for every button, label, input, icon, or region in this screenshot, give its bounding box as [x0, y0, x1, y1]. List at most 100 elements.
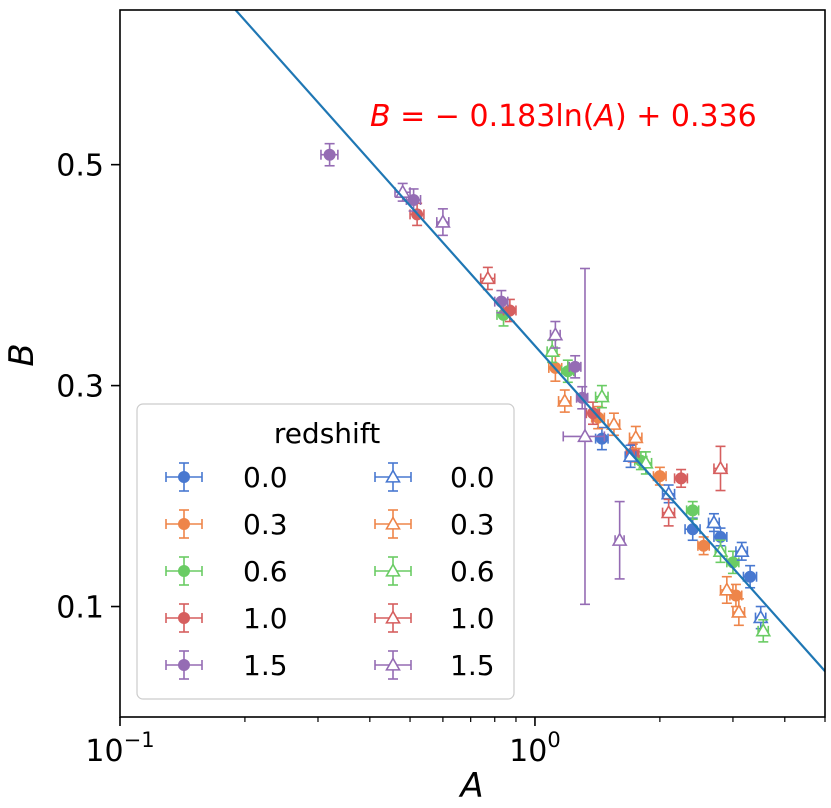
marker — [733, 543, 750, 557]
legend-marker — [178, 518, 190, 530]
marker — [718, 581, 735, 596]
legend-label: 1.5 — [243, 649, 288, 682]
marker — [686, 504, 699, 517]
series-1 — [548, 353, 743, 608]
x-axis-label: A — [458, 766, 483, 806]
legend-marker — [385, 609, 401, 624]
marker — [712, 460, 729, 475]
marker — [744, 570, 757, 583]
marker — [660, 504, 677, 519]
annotation-equation: B = − 0.183ln(A) + 0.336 — [370, 99, 757, 134]
marker — [675, 472, 688, 485]
marker — [697, 539, 710, 552]
legend: redshift 0.0 0.3 0.6 1.0 1.5 0.0 0.3 0.6 1.0 1.5 — [136, 403, 515, 700]
marker — [407, 194, 420, 207]
data-point — [652, 466, 667, 486]
legend-label: 1.0 — [450, 602, 495, 635]
data-point — [479, 266, 496, 291]
y-axis-label: B — [2, 343, 42, 366]
marker — [706, 514, 722, 529]
marker — [577, 428, 593, 443]
data-point — [730, 597, 747, 627]
legend-entry: 0.0 — [374, 461, 495, 494]
plot-frame — [119, 9, 826, 718]
series-8 — [479, 266, 729, 527]
legend-marker — [385, 562, 401, 577]
legend-marker — [178, 659, 190, 671]
legend-label: 1.0 — [243, 602, 288, 635]
legend-marker — [385, 515, 401, 530]
marker — [323, 148, 336, 161]
data-point — [673, 468, 689, 489]
data-point — [547, 320, 564, 349]
legend-entry: 0.6 — [165, 555, 288, 588]
marker — [606, 416, 622, 430]
legend-label: 0.3 — [450, 508, 495, 541]
data-point — [742, 564, 758, 589]
data-point — [594, 384, 610, 409]
legend-label: 0.0 — [450, 461, 495, 494]
marker — [587, 407, 600, 420]
series-6 — [556, 389, 747, 627]
data-point — [435, 208, 451, 237]
legend-label: 1.5 — [450, 649, 495, 682]
legend-label: 0.0 — [243, 461, 288, 494]
legend-marker — [178, 471, 190, 483]
legend-entry: 0.3 — [374, 508, 495, 541]
marker — [435, 213, 451, 228]
legend-marker — [178, 612, 190, 624]
data-point — [405, 188, 422, 212]
data-point — [585, 401, 601, 426]
fit-line — [234, 10, 825, 673]
legend-label: 0.6 — [243, 555, 288, 588]
legend-label: 0.6 — [450, 555, 495, 588]
marker — [627, 429, 644, 444]
marker — [547, 326, 564, 341]
series-0 — [594, 426, 758, 589]
y-tick-label: 0.1 — [56, 591, 104, 626]
marker — [569, 360, 582, 373]
legend-title: redshift — [274, 417, 380, 450]
data-point — [556, 389, 573, 413]
data-point — [685, 500, 700, 521]
series-7 — [544, 339, 772, 643]
data-points — [320, 142, 772, 643]
data-point — [562, 267, 606, 606]
data-point — [660, 498, 677, 527]
data-point — [755, 618, 772, 643]
legend-label: 0.3 — [243, 508, 288, 541]
marker — [611, 532, 628, 546]
legend-entry: 1.5 — [165, 649, 288, 682]
legend-entry: 0.3 — [165, 508, 288, 541]
marker — [653, 470, 666, 483]
data-point — [718, 575, 735, 605]
legend-entry: 0.6 — [374, 555, 495, 588]
legend-entry: 1.5 — [374, 649, 495, 682]
marker — [686, 523, 699, 536]
fit-line-group — [234, 10, 825, 673]
data-point — [606, 412, 622, 437]
x-tick-label: 100 — [509, 728, 561, 769]
data-point — [627, 425, 644, 450]
marker — [556, 392, 573, 407]
data-point — [320, 142, 339, 167]
x-tick-label: 10−1 — [85, 728, 154, 769]
data-point — [712, 445, 729, 492]
marker — [479, 270, 496, 285]
axis-ticks: 10−1 100 0.1 0.3 0.5 — [56, 149, 826, 769]
data-point — [568, 354, 582, 379]
y-tick-label: 0.3 — [56, 370, 104, 405]
legend-marker — [385, 468, 401, 483]
legend-marker — [178, 565, 190, 577]
y-tick-label: 0.5 — [56, 149, 104, 184]
legend-frame — [136, 403, 515, 700]
legend-errorbar — [374, 603, 412, 633]
legend-errorbar — [165, 603, 203, 633]
marker — [544, 343, 561, 358]
legend-marker — [385, 656, 401, 671]
marker — [594, 388, 610, 403]
marker — [755, 622, 772, 637]
marker — [730, 603, 747, 618]
legend-entries: 0.0 0.3 0.6 1.0 1.5 0.0 0.3 0.6 1.0 1.5 — [165, 461, 495, 682]
